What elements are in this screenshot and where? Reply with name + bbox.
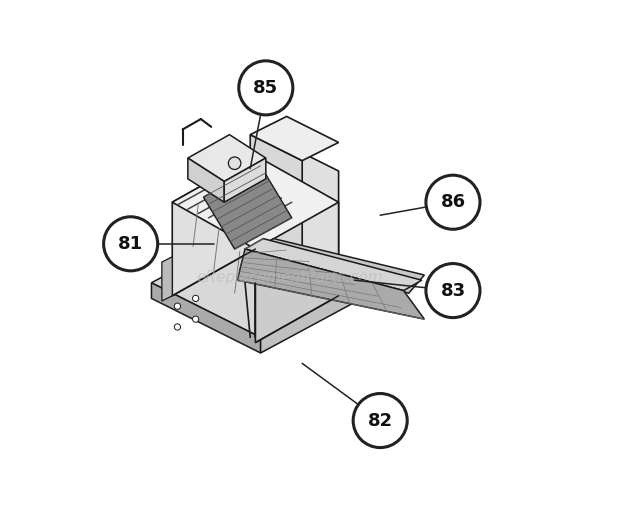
Circle shape xyxy=(239,61,293,115)
Text: eReplacementParts.com: eReplacementParts.com xyxy=(196,270,383,285)
Polygon shape xyxy=(172,156,339,249)
Polygon shape xyxy=(203,166,292,249)
Polygon shape xyxy=(255,202,339,343)
Polygon shape xyxy=(260,283,362,353)
Polygon shape xyxy=(188,135,266,181)
Circle shape xyxy=(426,175,480,230)
Circle shape xyxy=(426,264,480,318)
Polygon shape xyxy=(188,158,224,202)
Polygon shape xyxy=(172,156,255,296)
Circle shape xyxy=(104,217,157,271)
Circle shape xyxy=(174,324,180,330)
Polygon shape xyxy=(162,257,172,301)
Polygon shape xyxy=(151,228,362,337)
Circle shape xyxy=(174,303,180,309)
Text: 85: 85 xyxy=(253,79,278,97)
Text: 81: 81 xyxy=(118,235,143,253)
Circle shape xyxy=(228,157,241,169)
Polygon shape xyxy=(245,238,422,291)
Polygon shape xyxy=(151,283,260,353)
Polygon shape xyxy=(286,145,339,296)
Text: 82: 82 xyxy=(368,411,392,430)
Text: 83: 83 xyxy=(440,281,466,300)
Circle shape xyxy=(193,316,199,322)
Polygon shape xyxy=(253,238,424,293)
Text: 86: 86 xyxy=(440,193,466,211)
Circle shape xyxy=(353,394,407,447)
Polygon shape xyxy=(237,249,424,319)
Polygon shape xyxy=(250,116,339,161)
Circle shape xyxy=(193,295,199,301)
Polygon shape xyxy=(250,135,302,259)
Polygon shape xyxy=(224,158,266,202)
